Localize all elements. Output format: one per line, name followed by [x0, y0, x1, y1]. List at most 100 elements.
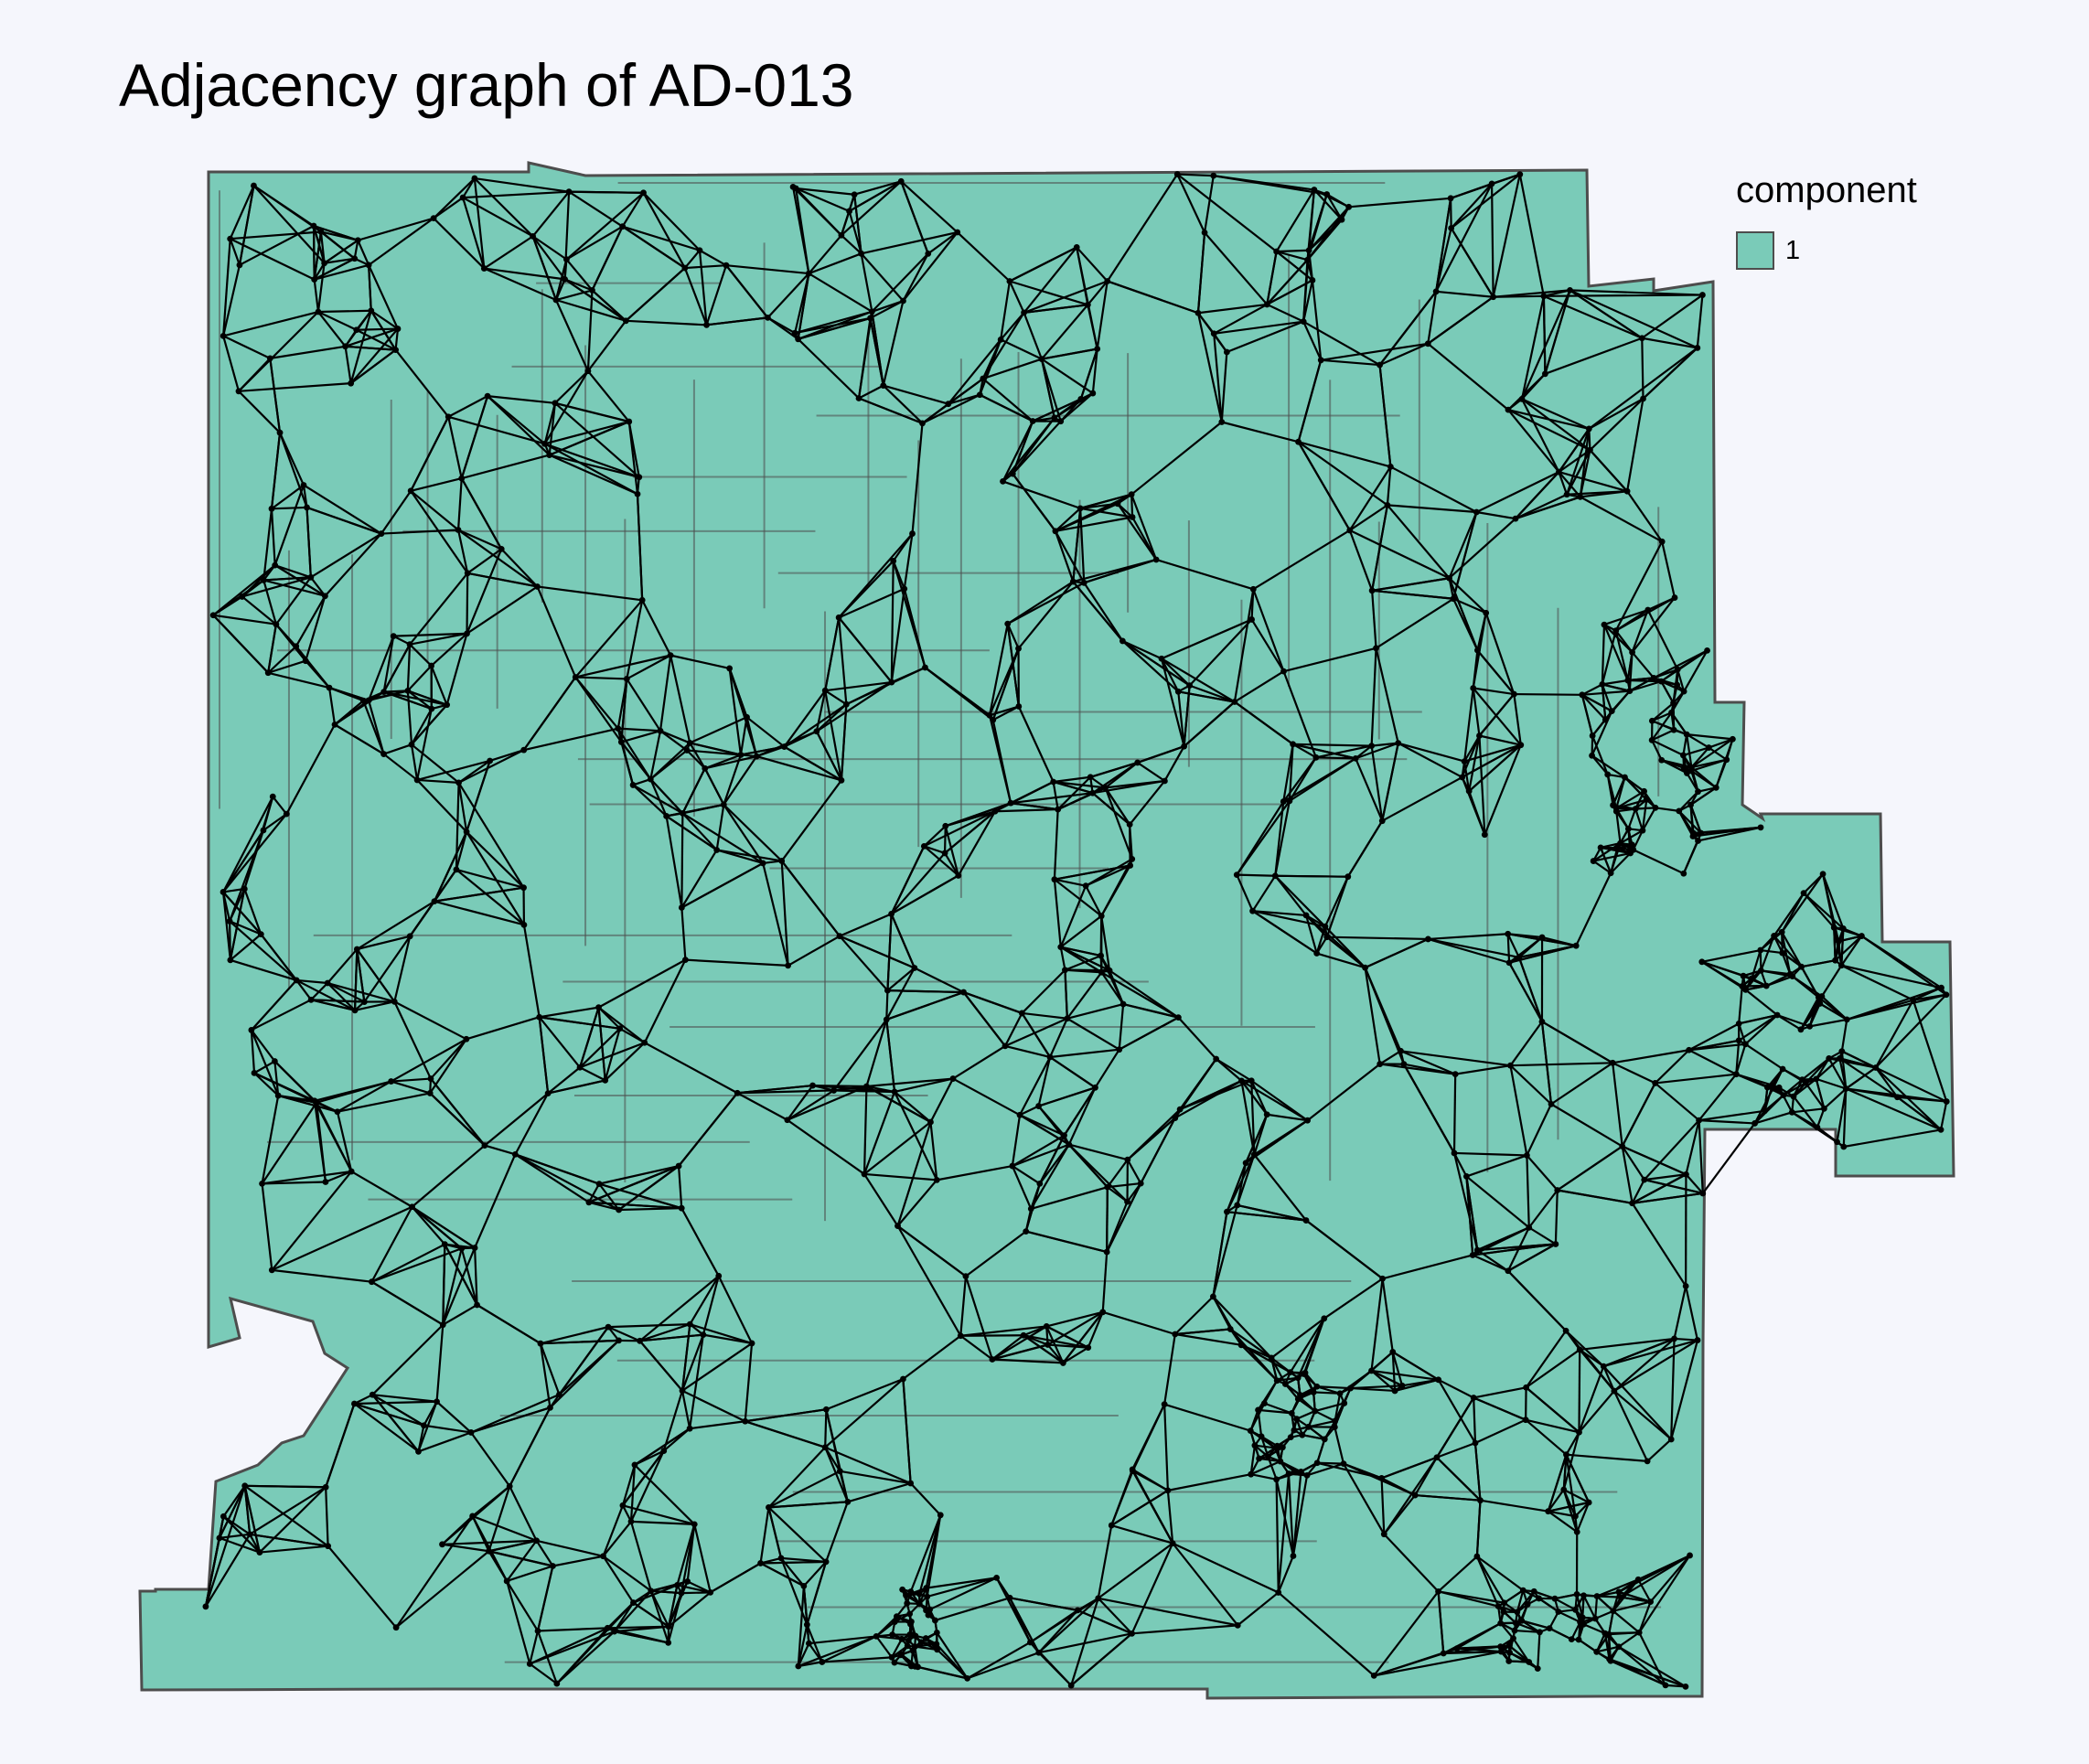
precinct-boundary	[680, 1390, 691, 1429]
precinct-boundary	[1578, 1365, 1605, 1433]
precinct-node	[1671, 594, 1678, 601]
precinct-boundary	[1394, 1378, 1439, 1393]
precinct-boundary	[1140, 1117, 1176, 1184]
precinct-boundary	[368, 264, 399, 330]
precinct-boundary	[1054, 392, 1094, 419]
precinct-boundary	[1612, 1062, 1656, 1085]
precinct-boundary	[1375, 597, 1454, 649]
precinct-node	[1129, 856, 1136, 862]
precinct-node	[1302, 912, 1310, 919]
precinct-boundary	[967, 1641, 1031, 1680]
precinct-boundary	[797, 338, 860, 400]
precinct-boundary	[1380, 1478, 1386, 1534]
precinct-node	[392, 347, 399, 354]
precinct-boundary	[780, 779, 842, 862]
precinct-boundary	[1537, 1631, 1541, 1669]
precinct-node	[838, 776, 845, 784]
precinct-boundary	[1053, 775, 1091, 784]
precinct-boundary	[1326, 935, 1366, 969]
precinct-boundary	[1631, 596, 1676, 653]
precinct-node	[1435, 1588, 1441, 1595]
precinct-boundary	[484, 1092, 549, 1147]
precinct-node	[1937, 1127, 1944, 1133]
precinct-node	[1119, 1000, 1127, 1008]
precinct-boundary	[433, 177, 476, 219]
precinct-boundary	[1172, 1542, 1239, 1627]
precinct-boundary	[1641, 807, 1656, 831]
precinct-boundary	[456, 529, 469, 574]
precinct-boundary	[1686, 733, 1693, 768]
precinct-boundary	[1612, 1390, 1649, 1462]
precinct-boundary	[591, 226, 624, 291]
precinct-node	[1242, 1160, 1249, 1167]
precinct-node	[1474, 647, 1481, 654]
precinct-boundary	[1381, 1278, 1394, 1352]
precinct-boundary	[1689, 804, 1702, 834]
precinct-node	[1346, 527, 1354, 534]
precinct-boundary	[1698, 1074, 1738, 1121]
precinct-node	[1280, 798, 1287, 805]
precinct-boundary	[1021, 1012, 1051, 1058]
precinct-node	[1601, 621, 1608, 628]
precinct-boundary	[1427, 295, 1494, 345]
precinct-node	[1277, 1458, 1284, 1465]
precinct-node	[1313, 1383, 1321, 1390]
precinct-node	[1762, 1107, 1768, 1115]
precinct-node	[1597, 844, 1604, 851]
precinct-boundary	[896, 1224, 967, 1278]
precinct-boundary	[1612, 1600, 1651, 1612]
precinct-boundary	[457, 529, 539, 588]
precinct-boundary	[690, 1323, 753, 1344]
precinct-node	[227, 235, 234, 242]
map-title: Adjacency graph of AD-013	[119, 51, 854, 119]
precinct-node	[1313, 1459, 1321, 1467]
precinct-boundary	[1463, 688, 1474, 762]
precinct-node	[351, 1007, 359, 1014]
precinct-node	[1338, 216, 1345, 223]
precinct-boundary	[1371, 1369, 1439, 1381]
precinct-boundary	[536, 1539, 604, 1557]
precinct-boundary	[368, 264, 372, 311]
precinct-node	[520, 746, 528, 754]
precinct-boundary	[558, 1326, 609, 1395]
precinct-boundary	[1054, 878, 1087, 887]
precinct-node	[923, 1585, 930, 1591]
precinct-boundary	[1291, 1475, 1309, 1556]
precinct-node	[293, 643, 300, 650]
precinct-node	[1050, 778, 1057, 786]
precinct-boundary	[487, 1485, 511, 1552]
precinct-node	[1683, 1171, 1689, 1178]
precinct-boundary	[791, 187, 810, 274]
precinct-boundary	[314, 1100, 353, 1172]
precinct-boundary	[1275, 251, 1313, 282]
precinct-node	[1069, 578, 1077, 585]
precinct-boundary	[1387, 504, 1477, 514]
precinct-node	[1250, 1151, 1258, 1159]
precinct-boundary	[1715, 738, 1734, 788]
precinct-node	[1302, 1217, 1310, 1224]
precinct-boundary	[466, 572, 469, 634]
precinct-node	[1298, 1468, 1304, 1475]
precinct-boundary	[1509, 1064, 1528, 1156]
precinct-node	[1507, 1062, 1514, 1069]
precinct-node	[894, 1613, 900, 1620]
precinct-boundary	[314, 1080, 391, 1102]
precinct-node	[1234, 1621, 1241, 1629]
precinct-boundary	[1465, 1175, 1530, 1229]
precinct-boundary	[622, 225, 686, 269]
precinct-boundary	[1632, 1173, 1687, 1204]
precinct-boundary	[539, 1342, 561, 1395]
precinct-node	[264, 669, 272, 677]
precinct-boundary	[1049, 1018, 1068, 1058]
precinct-boundary	[273, 1060, 316, 1102]
precinct-boundary	[1177, 1016, 1217, 1060]
precinct-boundary	[1874, 1000, 1914, 1069]
precinct-boundary	[382, 644, 412, 693]
precinct-boundary	[262, 1170, 352, 1185]
precinct-boundary	[1521, 398, 1590, 430]
precinct-node	[441, 1241, 448, 1248]
precinct-node	[726, 665, 734, 672]
precinct-node	[1748, 975, 1755, 982]
precinct-boundary	[1558, 471, 1569, 496]
precinct-node	[220, 332, 227, 339]
